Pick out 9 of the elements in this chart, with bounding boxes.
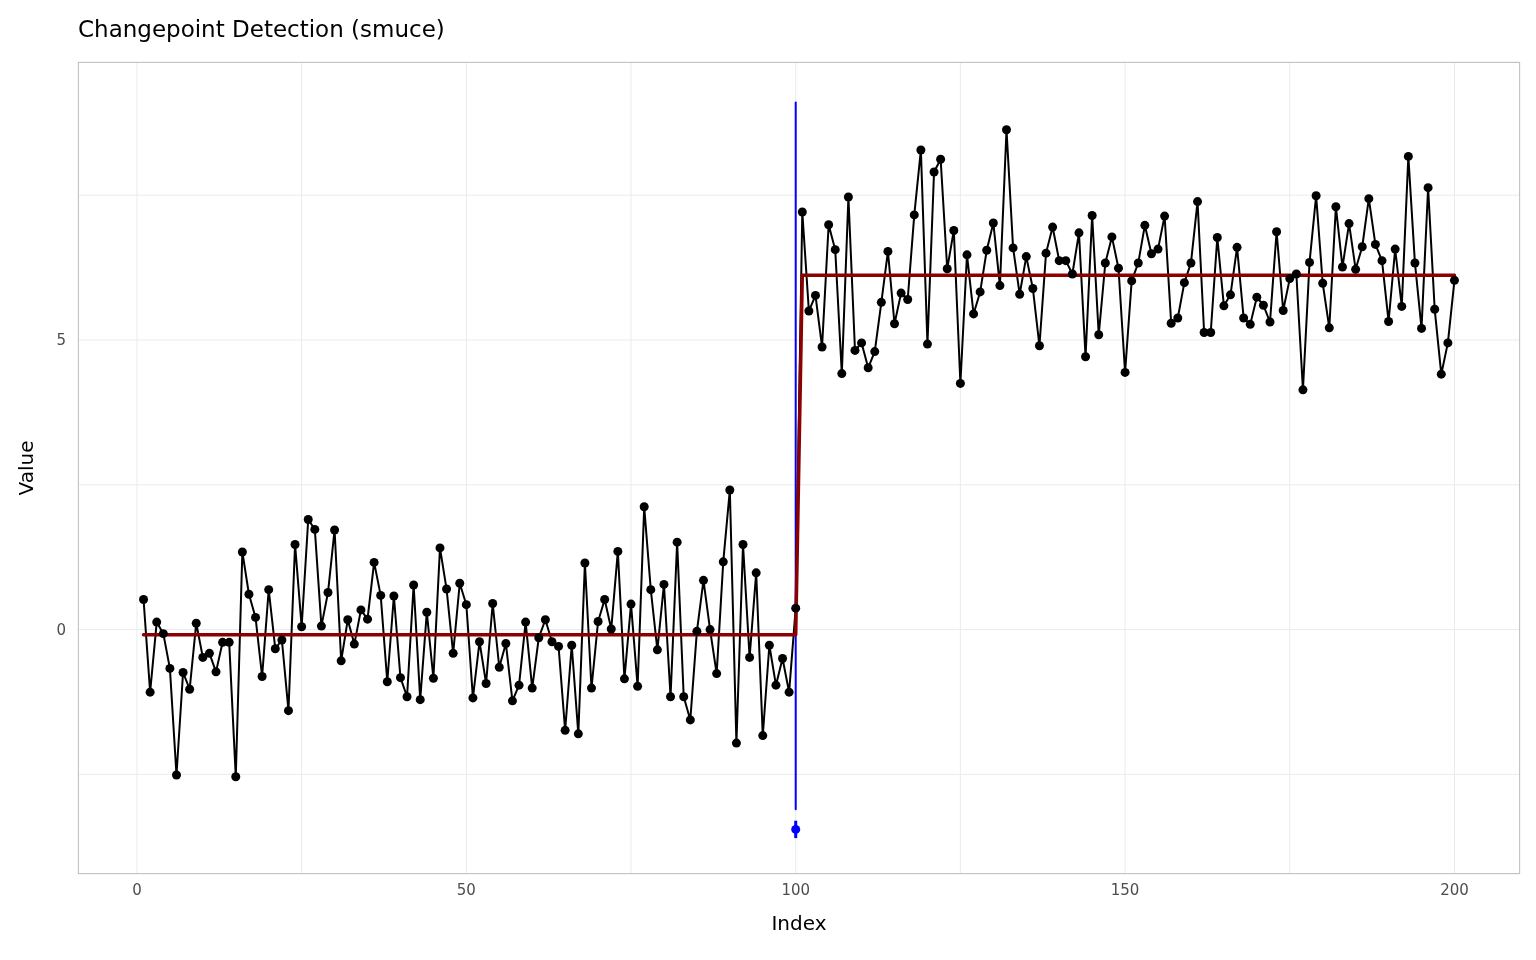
chart-title: Changepoint Detection (smuce): [78, 16, 445, 42]
x-tick-label: 200: [1440, 880, 1469, 899]
y-tick-label: 5: [56, 331, 66, 350]
x-tick-label: 150: [1110, 880, 1140, 899]
x-tick-label: 100: [781, 880, 811, 899]
x-axis-title: Index: [771, 911, 827, 935]
x-tick-label: 50: [456, 880, 476, 899]
x-tick-label: 0: [132, 880, 142, 899]
y-axis-title: Value: [14, 440, 39, 496]
